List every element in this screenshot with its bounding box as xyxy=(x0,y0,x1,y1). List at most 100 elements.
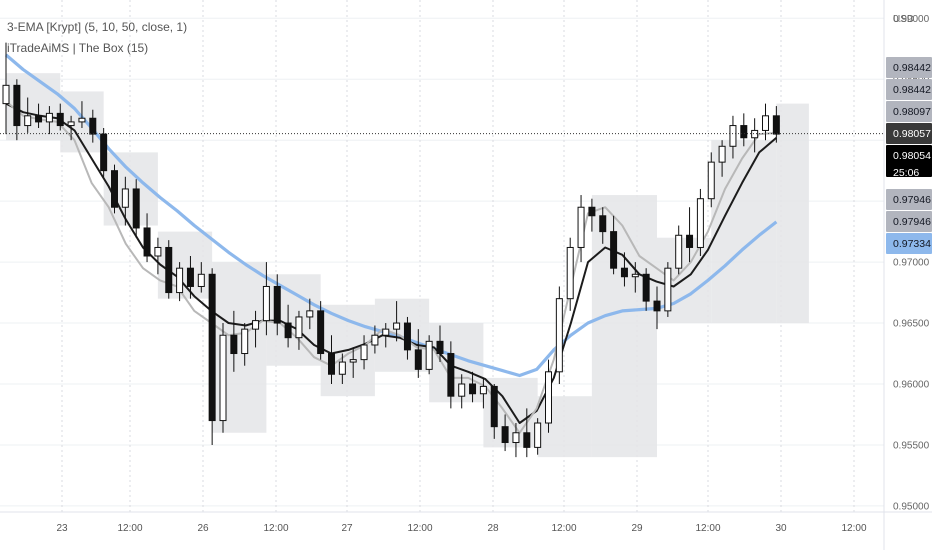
y-tick-label: 0.95000 xyxy=(893,501,930,512)
candle-body xyxy=(620,267,628,278)
x-tick-label: 29 xyxy=(631,523,643,534)
price-label-bg xyxy=(886,189,932,210)
candle-body xyxy=(740,125,748,139)
candle-body xyxy=(219,334,227,422)
x-tick-label: 27 xyxy=(341,523,353,534)
candle-body xyxy=(729,125,737,147)
candle-body xyxy=(577,206,585,248)
x-tick-label: 12:00 xyxy=(407,523,432,534)
range-box xyxy=(711,140,777,324)
time-axis[interactable]: 23 12:00 26 12:00 27 12:00 28 12:00 29 12:00 30 12:… xyxy=(56,523,867,534)
candle-body xyxy=(512,432,520,444)
candle-body xyxy=(382,328,390,336)
x-tick-label: 12:00 xyxy=(695,523,720,534)
candle-body xyxy=(762,115,769,131)
price-labels: 0.98442 0.98442 0.98097 0.98057 0.98054 25:06… xyxy=(886,57,932,254)
series-line-ema-5 xyxy=(5,100,777,434)
price-label-text: 0.98097 xyxy=(893,106,931,118)
x-tick-label: 30 xyxy=(775,523,787,534)
candle-body xyxy=(545,371,552,424)
price-label-text: 0.98442 xyxy=(893,62,931,74)
candle-body xyxy=(479,385,487,395)
candle-body xyxy=(111,170,118,208)
candle-body xyxy=(24,115,32,127)
candle-body xyxy=(154,246,162,257)
candle-body xyxy=(165,246,173,294)
candle-body xyxy=(100,133,108,172)
price-label-text: 0.97334 xyxy=(893,238,931,250)
candle-body xyxy=(67,121,75,127)
candle-body xyxy=(35,115,43,123)
price-label-bg xyxy=(886,145,932,177)
candle-body xyxy=(599,215,607,233)
ema-50-line xyxy=(4,53,778,378)
ema-5-line xyxy=(5,100,777,434)
candle-body xyxy=(284,322,292,339)
candle-body xyxy=(696,198,704,248)
candle-body xyxy=(707,161,715,200)
candle-body xyxy=(371,334,379,346)
candle-body xyxy=(686,234,694,248)
candle-body xyxy=(566,246,574,300)
price-label-bg xyxy=(886,211,932,232)
candle-body xyxy=(772,115,780,135)
candle-body xyxy=(588,206,596,217)
candle-body xyxy=(132,188,140,229)
candle-body xyxy=(664,267,672,312)
y-tick-label: 0.97000 xyxy=(893,258,930,269)
x-tick-label: 28 xyxy=(487,523,499,534)
candle-body xyxy=(328,353,335,375)
candle-body xyxy=(143,227,151,257)
candle-body xyxy=(13,84,21,127)
candle-body xyxy=(523,432,531,448)
price-label-text: 0.98054 xyxy=(893,150,931,162)
candle-body xyxy=(338,361,346,375)
candle-body xyxy=(2,84,10,105)
candle-body xyxy=(78,117,86,123)
candle-body xyxy=(653,300,661,312)
candle-body xyxy=(436,340,444,355)
candle-body xyxy=(230,334,238,355)
candle-body xyxy=(501,426,509,444)
price-label-text: 0.97946 xyxy=(893,216,931,228)
x-tick-label: 12:00 xyxy=(117,523,142,534)
candle-body xyxy=(176,267,184,294)
candle-body xyxy=(252,320,260,330)
candle-body xyxy=(393,322,401,330)
candle-body xyxy=(751,129,759,139)
price-label-text: 0.98442 xyxy=(893,84,931,96)
candle-body xyxy=(403,322,411,351)
candle-body xyxy=(121,188,129,208)
price-label-bg xyxy=(886,233,932,254)
candle-body xyxy=(718,145,726,163)
candle-body xyxy=(89,117,97,135)
candle-body xyxy=(349,359,357,363)
candlesticks xyxy=(2,42,780,458)
candle-body xyxy=(425,340,433,370)
price-label-bg xyxy=(886,57,932,78)
candle-body xyxy=(273,285,281,324)
y-tick-label: 0.96500 xyxy=(893,319,930,330)
candle-body xyxy=(197,273,205,287)
candle-body xyxy=(469,383,477,395)
candle-body xyxy=(490,385,498,428)
candle-body xyxy=(555,298,563,373)
x-tick-label: 12:00 xyxy=(841,523,866,534)
price-label-bg xyxy=(886,79,932,100)
y-tick-label: 0.96000 xyxy=(893,380,930,391)
candle-body xyxy=(534,422,542,448)
candle-body xyxy=(295,316,303,339)
currency-label: USD xyxy=(893,14,914,25)
candle-body xyxy=(45,112,53,123)
indicator-label-ema[interactable]: 3-EMA [Krypt] (5, 10, 50, close, 1) xyxy=(7,20,187,34)
candle-body xyxy=(414,349,422,370)
candle-body xyxy=(458,383,466,397)
x-tick-label: 12:00 xyxy=(551,523,576,534)
range-box xyxy=(776,103,809,324)
indicator-label-box[interactable]: iTradeAiMS | The Box (15) xyxy=(7,41,148,55)
price-label-bg xyxy=(886,101,932,122)
candle-body xyxy=(317,310,325,355)
candle-body xyxy=(360,344,368,361)
y-tick-label: 0.95500 xyxy=(893,440,930,451)
